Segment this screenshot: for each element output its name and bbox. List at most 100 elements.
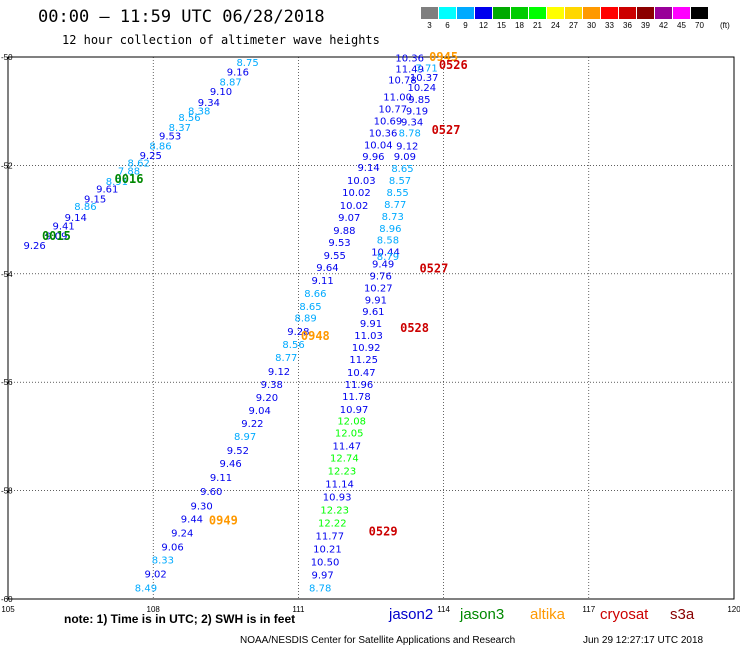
- swh-label: 10.92: [352, 343, 381, 354]
- swh-label: 9.61: [96, 185, 118, 196]
- x-tick-label: 108: [147, 605, 161, 614]
- plot-frame: [7, 56, 735, 600]
- swh-label: 9.55: [324, 251, 346, 262]
- color-scale-label: 70: [695, 21, 704, 30]
- swh-label: 10.77: [378, 105, 407, 116]
- swh-label: 8.62: [128, 159, 150, 170]
- y-tick-label: -52: [1, 161, 13, 170]
- swh-label: 8.87: [220, 77, 242, 88]
- color-swatch: [655, 7, 672, 19]
- swh-label: 10.02: [340, 201, 369, 212]
- x-tick-label: 111: [292, 605, 305, 614]
- color-scale-label: 6: [445, 21, 450, 30]
- color-scale-label: 27: [569, 21, 578, 30]
- color-scale-label: 30: [587, 21, 596, 30]
- swh-label: 9.12: [268, 367, 290, 378]
- swh-label: 8.65: [299, 302, 321, 313]
- swh-label: 9.46: [220, 459, 242, 470]
- swh-label: 11.96: [345, 380, 374, 391]
- swh-label: 10.27: [364, 283, 393, 294]
- swh-label: 10.21: [313, 545, 342, 556]
- swh-label: 9.09: [394, 152, 416, 163]
- swh-label: 9.34: [198, 98, 220, 109]
- page-title: 00:00 — 11:59 UTC 06/28/2018: [38, 7, 325, 27]
- swh-label: 8.86: [74, 202, 96, 213]
- swh-label: 9.26: [23, 241, 45, 252]
- swh-label: 11.78: [342, 392, 371, 403]
- y-tick-label: -54: [1, 270, 13, 279]
- swh-label: 9.24: [171, 528, 193, 539]
- swh-label: 8.57: [389, 176, 411, 187]
- swh-label: 10.50: [311, 558, 340, 569]
- swh-label: 9.85: [408, 95, 430, 106]
- swh-label: 10.36: [395, 54, 424, 65]
- swh-label: 9.88: [333, 226, 355, 237]
- swh-label: 9.91: [360, 319, 382, 330]
- color-scale-label: 36: [623, 21, 632, 30]
- swh-label: 9.49: [372, 260, 394, 271]
- swh-label: 12.23: [320, 506, 349, 517]
- swh-label: 9.04: [249, 406, 271, 417]
- x-tick-label: 120: [727, 605, 740, 614]
- swh-label: 8.89: [295, 314, 317, 325]
- color-swatch: [529, 7, 546, 19]
- swh-label: 9.11: [210, 473, 232, 484]
- swh-label: 8.66: [304, 289, 326, 300]
- swh-label: 11.00: [383, 93, 412, 104]
- legend-jason3: jason3: [460, 606, 505, 623]
- swh-label: 10.78: [388, 75, 417, 86]
- swh-label: 9.96: [362, 152, 384, 163]
- pass-time-label: 0526: [439, 58, 468, 72]
- swh-label: 10.47: [347, 368, 376, 379]
- color-swatch: [619, 7, 636, 19]
- x-tick-label: 117: [582, 605, 595, 614]
- swh-label: 8.55: [386, 188, 408, 199]
- color-scale-label: 15: [497, 21, 506, 30]
- pass-time-label: 0528: [400, 321, 429, 335]
- color-swatch: [475, 7, 492, 19]
- swh-label: 10.24: [407, 83, 436, 94]
- swh-label: 8.37: [169, 123, 191, 134]
- swh-label: 10.36: [369, 128, 398, 139]
- swh-label: 9.60: [200, 487, 222, 498]
- swh-label: 9.34: [401, 118, 423, 129]
- pass-time-label: 0948: [301, 329, 330, 343]
- y-tick-label: -50: [1, 53, 13, 62]
- swh-label: 8.56: [178, 113, 200, 124]
- color-scale-label: 42: [659, 21, 668, 30]
- timestamp: Jun 29 12:27:17 UTC 2018: [583, 635, 704, 646]
- swh-label: 8.78: [399, 128, 421, 139]
- swh-label: 7.88: [118, 166, 140, 177]
- swh-label: 8.65: [391, 164, 413, 175]
- swh-label: 9.02: [144, 570, 166, 581]
- swh-label: 8.49: [135, 584, 157, 595]
- color-scale-label: 18: [515, 21, 524, 30]
- swh-label: 8.38: [188, 107, 210, 118]
- color-scale-label: 33: [605, 21, 614, 30]
- swh-label: 9.44: [181, 514, 203, 525]
- swh-label: 9.28: [287, 327, 309, 338]
- swh-label: 9.64: [316, 263, 338, 274]
- color-scale-label: 12: [479, 21, 488, 30]
- swh-label: 9.12: [396, 141, 418, 152]
- swh-label: 8.75: [236, 58, 258, 69]
- swh-label: 8.56: [282, 340, 304, 351]
- pass-time-label: 0016: [115, 172, 144, 186]
- swh-label: 11.49: [395, 64, 424, 75]
- swh-label: 12.23: [328, 467, 357, 478]
- swh-label: 9.53: [159, 132, 181, 143]
- swh-label: 9.14: [357, 163, 379, 174]
- pass-time-label: 0015: [42, 229, 71, 243]
- swh-label: 11.25: [349, 355, 378, 366]
- color-swatch: [547, 7, 564, 19]
- swh-label: 12.08: [337, 417, 366, 428]
- swh-label: 10.37: [410, 73, 439, 84]
- color-swatch: [439, 7, 456, 19]
- swh-label: 12.22: [318, 519, 347, 530]
- swh-label: 8.79: [377, 252, 399, 263]
- swh-label: 9.20: [256, 393, 278, 404]
- swh-label: 9.61: [362, 307, 384, 318]
- pass-time-label: 0527: [419, 261, 448, 275]
- swh-label: 9.53: [328, 238, 350, 249]
- page-subtitle: 12 hour collection of altimeter wave hei…: [62, 33, 380, 47]
